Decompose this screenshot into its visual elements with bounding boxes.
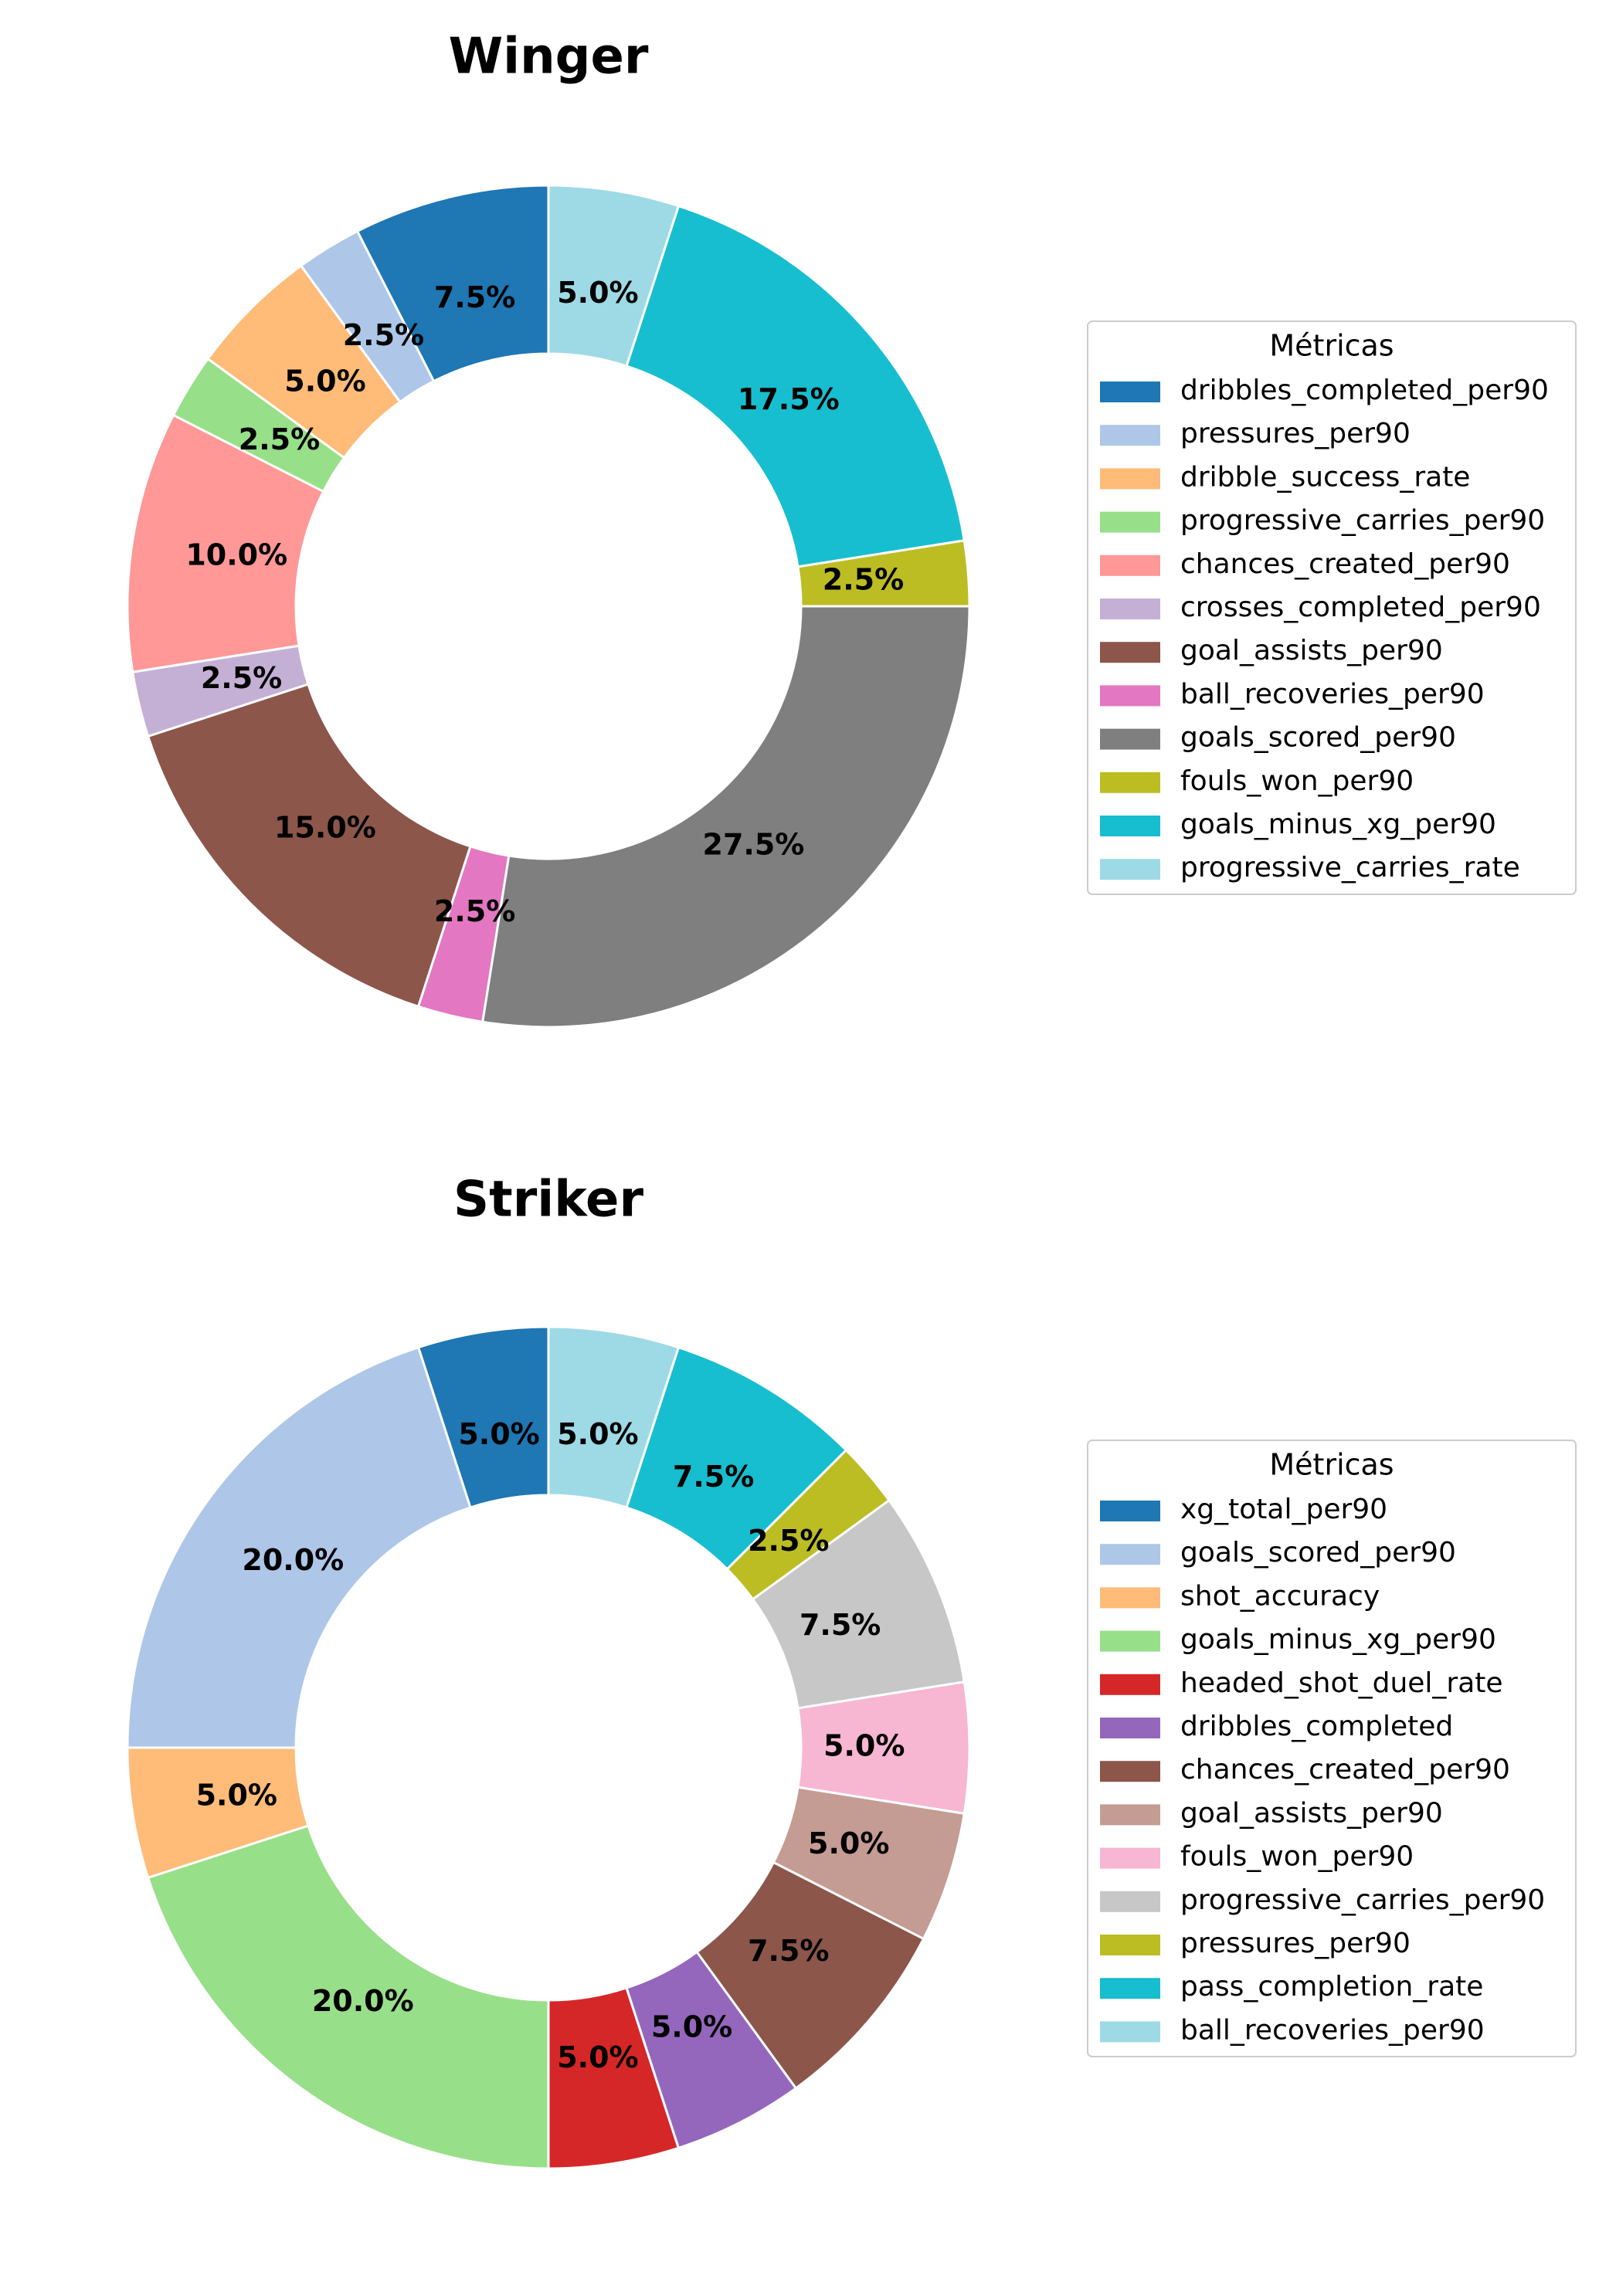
legend-label: goals_minus_xg_per90 — [1180, 809, 1496, 840]
pct-label: 17.5% — [738, 382, 840, 416]
pct-label: 10.0% — [185, 538, 287, 572]
slice-ball_recoveries_per90 — [547, 1325, 681, 1509]
legend-label: chances_created_per90 — [1180, 1754, 1510, 1786]
pct-label: 20.0% — [242, 1543, 344, 1577]
legend-label: ball_recoveries_per90 — [1180, 678, 1485, 710]
pct-label: 7.5% — [800, 1608, 881, 1642]
pct-label: 2.5% — [239, 422, 320, 456]
slice-goals_scored_per90 — [126, 1345, 472, 1749]
slice-goal_assists_per90 — [146, 683, 472, 1009]
pct-label: 5.0% — [557, 1417, 638, 1451]
pct-label: 5.0% — [458, 1417, 539, 1451]
legend-swatch — [1100, 554, 1160, 576]
legend-swatch — [1100, 1804, 1160, 1826]
legend-swatch — [1100, 1501, 1160, 1521]
legend-swatch — [1100, 685, 1160, 707]
legend-swatch — [1100, 772, 1160, 793]
legend-swatch — [1100, 2021, 1160, 2043]
legend-swatch — [1100, 1630, 1160, 1652]
pct-label: 7.5% — [434, 280, 515, 314]
chart-0: Winger 7.5% 2.5% 5.0% 2.5% 10.0% 2.5% 15.0% 2.5%… — [126, 29, 1577, 1029]
pct-label: 7.5% — [748, 1934, 829, 1968]
legend-swatch — [1100, 599, 1160, 619]
pct-label: 5.0% — [651, 2010, 732, 2044]
legend-swatch — [1100, 1891, 1160, 1912]
legend-label: fouls_won_per90 — [1180, 1841, 1414, 1873]
legend-title: Métricas — [1269, 329, 1394, 363]
legend-swatch — [1100, 1978, 1160, 1999]
legend-label: goal_assists_per90 — [1180, 1797, 1443, 1829]
pct-label: 2.5% — [748, 1524, 829, 1558]
legend-swatch — [1100, 382, 1160, 402]
pct-label: 2.5% — [201, 661, 282, 695]
legend-box — [1087, 1440, 1577, 2057]
pct-label: 20.0% — [312, 1984, 414, 2018]
legend-swatch — [1100, 728, 1160, 750]
legend-label: progressive_carries_per90 — [1180, 1884, 1545, 1916]
pct-labels: 7.5% 2.5% 5.0% 2.5% 10.0% 2.5% 15.0% 2.5% 27.5% 2… — [185, 276, 904, 928]
legend-label: pressures_per90 — [1180, 418, 1411, 449]
legend-swatch — [1100, 1718, 1160, 1738]
legend-label: headed_shot_duel_rate — [1180, 1667, 1503, 1699]
legend-label: ball_recoveries_per90 — [1180, 2014, 1485, 2046]
pct-label: 5.0% — [196, 1778, 277, 1812]
legend-label: xg_total_per90 — [1180, 1494, 1387, 1525]
legend-label: dribble_success_rate — [1180, 461, 1470, 493]
legend-swatch — [1100, 816, 1160, 836]
legend-label: progressive_carries_per90 — [1180, 505, 1545, 537]
legend-label: dribbles_completed_per90 — [1180, 375, 1549, 406]
pct-label: 2.5% — [823, 562, 904, 596]
donut-wedges — [126, 184, 971, 1029]
legend-label: goal_assists_per90 — [1180, 635, 1443, 666]
legend-label: goals_scored_per90 — [1180, 1537, 1456, 1569]
legend-box — [1087, 320, 1577, 895]
legend: Métricas xg_total_per90 goals_scored_per90… — [1087, 1440, 1577, 2057]
legend-swatch — [1100, 468, 1160, 490]
legend-label: pass_completion_rate — [1180, 1971, 1483, 2003]
legend-swatch — [1100, 425, 1160, 446]
pct-label: 2.5% — [343, 318, 424, 352]
legend-swatch — [1100, 1935, 1160, 1955]
pct-label: 7.5% — [673, 1460, 754, 1494]
slice-progressive_carries_rate — [547, 184, 681, 368]
legend-label: shot_accuracy — [1180, 1580, 1380, 1612]
legend-swatch — [1100, 1544, 1160, 1565]
donut-wedges — [126, 1325, 971, 2170]
pct-label: 27.5% — [703, 827, 805, 861]
chart-title: Winger — [449, 29, 649, 86]
legend-swatch — [1100, 642, 1160, 663]
legend-swatch — [1100, 1761, 1160, 1782]
legend-swatch — [1100, 511, 1160, 533]
pct-label: 5.0% — [557, 2040, 638, 2074]
legend-label: goals_minus_xg_per90 — [1180, 1624, 1496, 1656]
pct-label: 5.0% — [557, 276, 638, 310]
legend-label: chances_created_per90 — [1180, 548, 1510, 580]
chart-1: Striker5.0%20.0%5.0%20.0%5.0%5.0%7.5%5.0… — [126, 1172, 1577, 2170]
pct-labels: 5.0% 20.0% 5.0% 20.0% 5.0% 5.0% 7.5% 5.0% 5.0% 7.… — [196, 1417, 905, 2074]
slice-goals_scored_per90 — [481, 605, 971, 1029]
legend-label: fouls_won_per90 — [1180, 765, 1414, 797]
chart-title: Striker — [453, 1172, 643, 1229]
legend-swatch — [1100, 1587, 1160, 1609]
slice-goals_minus_xg_per90 — [625, 204, 966, 568]
legend-title: Métricas — [1269, 1448, 1394, 1482]
legend-swatch — [1100, 1674, 1160, 1695]
legend-label: dribbles_completed — [1180, 1711, 1453, 1742]
pct-label: 15.0% — [274, 811, 376, 845]
legend-label: pressures_per90 — [1180, 1928, 1411, 1959]
legend-swatch — [1100, 1847, 1160, 1869]
pct-label: 5.0% — [808, 1826, 889, 1860]
pct-label: 2.5% — [434, 894, 515, 928]
legend-swatch — [1100, 859, 1160, 880]
slice-goals_minus_xg_per90 — [146, 1824, 550, 2170]
legend-label: crosses_completed_per90 — [1180, 592, 1541, 623]
legend-label: progressive_carries_rate — [1180, 852, 1520, 883]
legend: Métricas dribbles_completed_per90 pressure… — [1087, 320, 1577, 895]
legend-label: goals_scored_per90 — [1180, 722, 1456, 754]
pct-label: 5.0% — [823, 1729, 905, 1763]
pct-label: 5.0% — [284, 364, 365, 398]
